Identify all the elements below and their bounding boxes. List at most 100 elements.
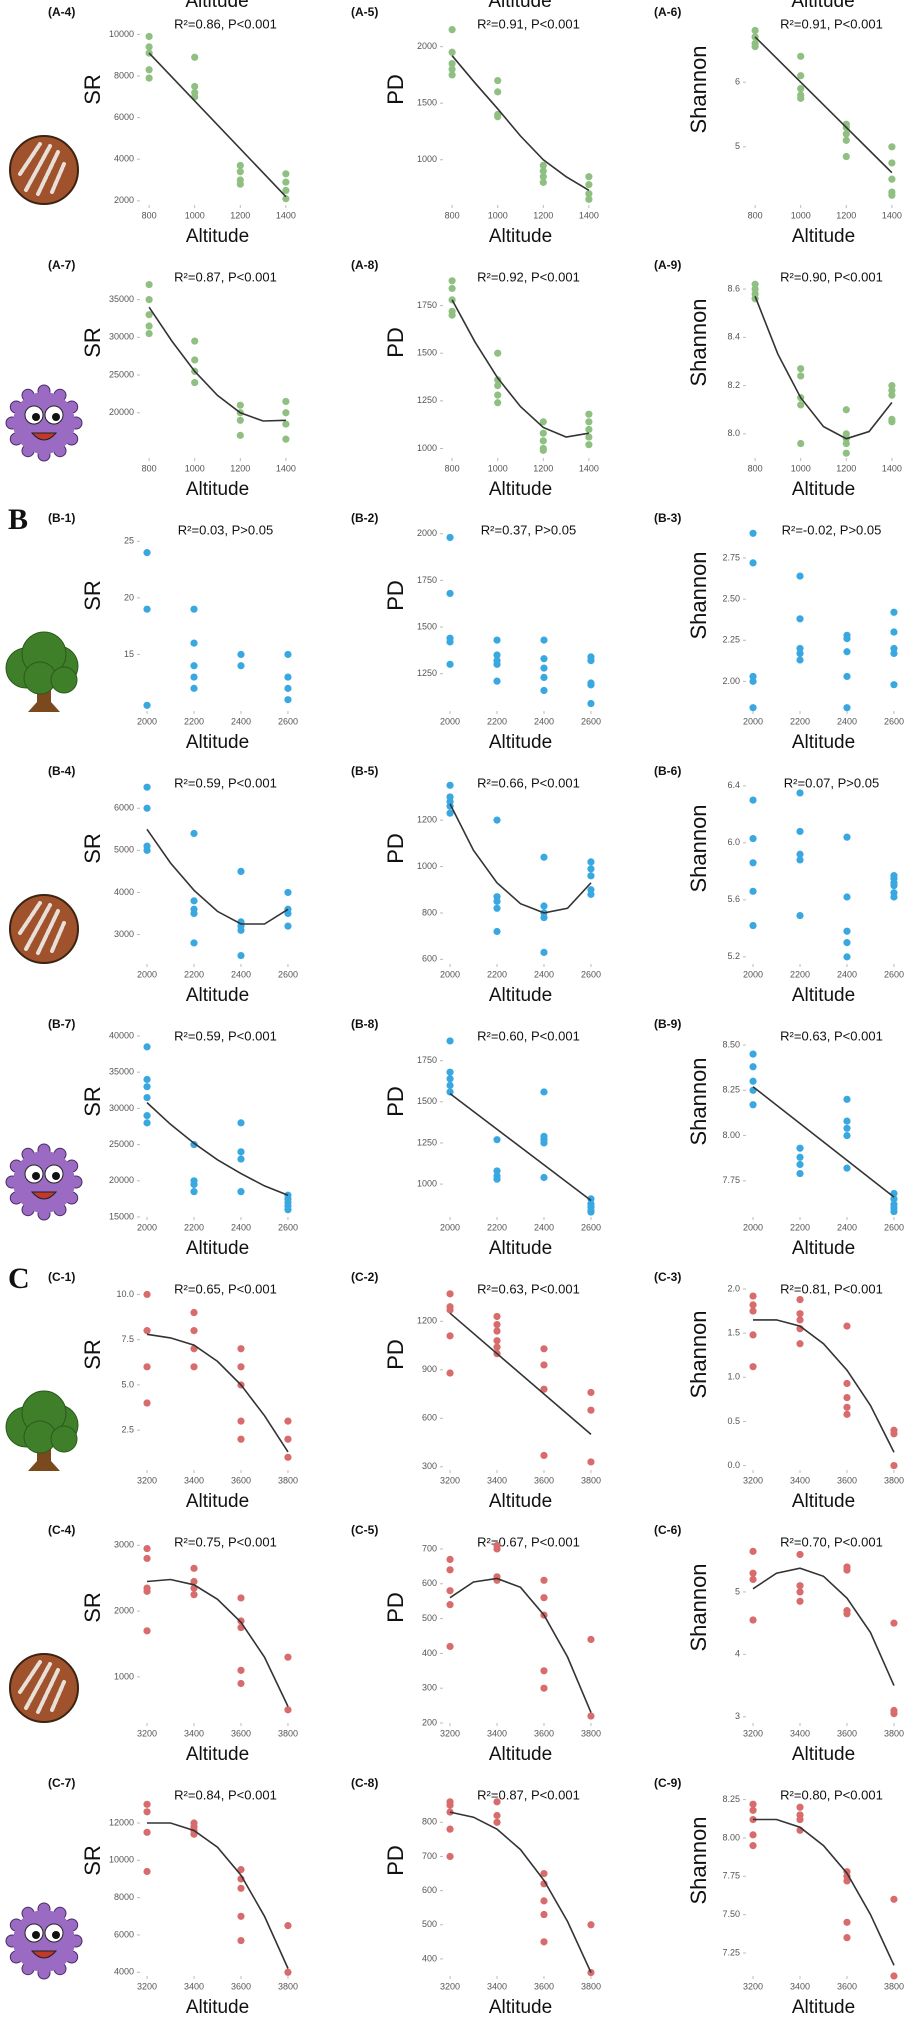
x-tick-label: 1200	[836, 463, 856, 473]
y-tick-label: 500	[422, 1613, 437, 1623]
x-axis-label: Altitude	[186, 732, 249, 753]
icon-tree-roots	[28, 702, 60, 712]
point	[749, 1301, 756, 1308]
panel-label: (C-1)	[48, 1270, 75, 1284]
icon-bacteria-pupil	[52, 1931, 60, 1939]
annotation: R²=0.59, P<0.001	[174, 1028, 277, 1043]
point	[796, 912, 803, 919]
point	[587, 681, 594, 688]
point	[493, 1337, 500, 1344]
y-tick-label: 8000	[114, 1892, 134, 1902]
point	[888, 143, 895, 150]
point	[191, 83, 198, 90]
point	[587, 1636, 594, 1643]
x-tick-label: 2200	[184, 716, 204, 726]
point	[446, 1332, 453, 1339]
point	[282, 436, 289, 443]
panel-label: (A-8)	[351, 258, 378, 272]
y-tick-label: 7.75	[722, 1871, 740, 1881]
fit-line	[753, 1320, 894, 1452]
y-tick-label: 20000	[109, 407, 134, 417]
panel-label: (A-6)	[654, 5, 681, 19]
point	[749, 859, 756, 866]
point	[890, 1896, 897, 1903]
y-tick-label: 1500	[417, 621, 437, 631]
point	[446, 661, 453, 668]
x-tick-label: 2400	[534, 1222, 554, 1232]
x-tick-label: 3200	[743, 1981, 763, 1991]
icon-bacteria-pupil	[52, 413, 60, 421]
fit-line	[147, 1334, 288, 1452]
point	[284, 923, 291, 930]
y-tick-label: 6.4	[727, 780, 740, 790]
point	[797, 95, 804, 102]
x-tick-label: 1200	[230, 210, 250, 220]
fit-line	[149, 307, 286, 421]
x-axis-label: Altitude	[489, 226, 552, 247]
y-tick-label: 600	[422, 954, 437, 964]
icon-tree-roots	[28, 1461, 60, 1471]
point	[540, 1174, 547, 1181]
point	[190, 673, 197, 680]
annotation: R²=0.60, P<0.001	[477, 1028, 580, 1043]
y-tick-label: 0.0	[727, 1460, 740, 1470]
point	[796, 1154, 803, 1161]
panel-label: (C-5)	[351, 1523, 378, 1537]
annotation: R²=0.91, P<0.001	[477, 16, 580, 31]
point	[749, 1331, 756, 1338]
point	[284, 651, 291, 658]
x-tick-label: 1200	[836, 210, 856, 220]
point	[587, 891, 594, 898]
y-axis-label: SR	[80, 1339, 105, 1370]
point	[284, 673, 291, 680]
y-tick-label: 400	[422, 1953, 437, 1963]
icon-fungi	[10, 895, 78, 963]
point	[284, 1436, 291, 1443]
x-tick-label: 2400	[837, 716, 857, 726]
point	[540, 1594, 547, 1601]
y-tick-label: 2000	[114, 195, 134, 205]
icon-fungi	[10, 136, 78, 204]
point	[146, 43, 153, 50]
point	[749, 530, 756, 537]
y-tick-label: 1000	[417, 1178, 437, 1188]
point	[446, 638, 453, 645]
point	[493, 1176, 500, 1183]
point	[540, 1667, 547, 1674]
x-tick-label: 2000	[137, 1222, 157, 1232]
panel-label: (C-6)	[654, 1523, 681, 1537]
x-tick-label: 2600	[581, 716, 601, 726]
x-tick-label: 1400	[276, 210, 296, 220]
point	[749, 835, 756, 842]
point	[237, 181, 244, 188]
y-tick-label: 400	[422, 1648, 437, 1658]
point	[284, 1706, 291, 1713]
point	[890, 681, 897, 688]
y-tick-label: 10000	[109, 1855, 134, 1865]
x-tick-label: 800	[445, 463, 460, 473]
point	[585, 441, 592, 448]
x-tick-label: 1200	[230, 463, 250, 473]
x-tick-label: 3400	[184, 1728, 204, 1738]
point	[540, 1911, 547, 1918]
y-tick-label: 4000	[114, 1967, 134, 1977]
point	[843, 137, 850, 144]
point	[749, 1292, 756, 1299]
x-tick-label: 3400	[487, 1475, 507, 1485]
y-tick-label: 1250	[417, 1137, 437, 1147]
point	[749, 559, 756, 566]
x-tick-label: 1000	[185, 463, 205, 473]
point	[237, 1363, 244, 1370]
y-tick-label: 1750	[417, 300, 437, 310]
x-tick-label: 2000	[440, 969, 460, 979]
panel-label: (C-3)	[654, 1270, 681, 1284]
point	[749, 678, 756, 685]
point	[190, 1309, 197, 1316]
x-tick-label: 3600	[534, 1475, 554, 1485]
y-tick-label: 1.0	[727, 1372, 740, 1382]
x-tick-label: 1000	[185, 210, 205, 220]
point	[190, 1591, 197, 1598]
annotation: R²=0.66, P<0.001	[477, 775, 580, 790]
point	[446, 1853, 453, 1860]
y-tick-label: 300	[422, 1461, 437, 1471]
